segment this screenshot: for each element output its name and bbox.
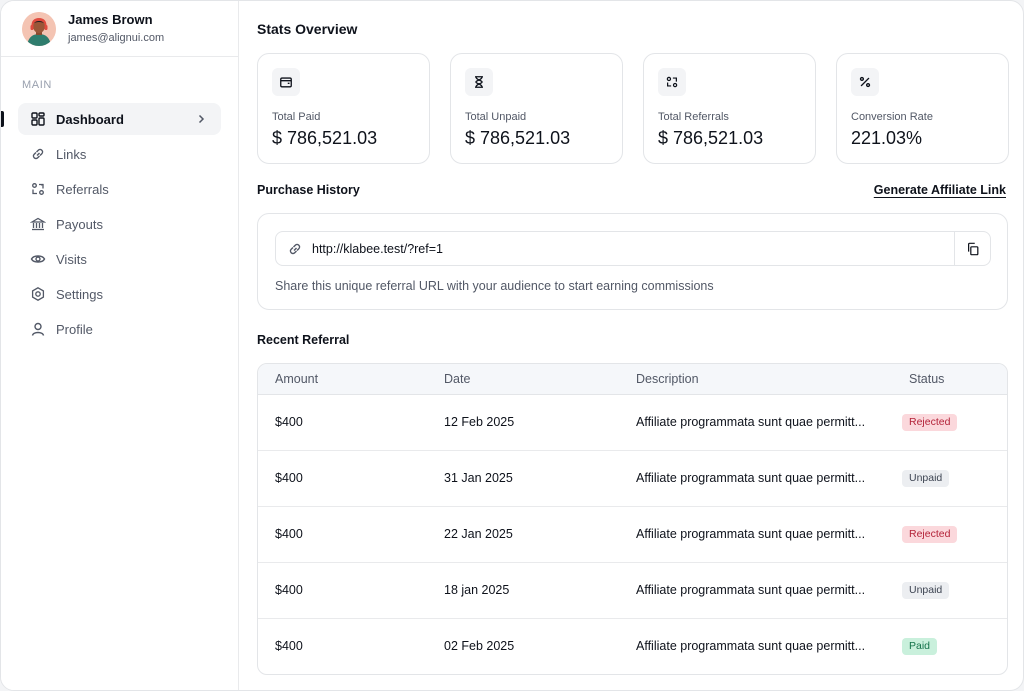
sidebar-item-links[interactable]: Links (18, 138, 221, 170)
sidebar-item-label: Referrals (56, 181, 109, 197)
referrals-icon (30, 181, 46, 197)
active-indicator (1, 111, 4, 127)
status-badge: Unpaid (902, 582, 950, 599)
sidebar-item-settings[interactable]: Settings (18, 278, 221, 310)
copy-icon (967, 242, 978, 255)
cell-description: Affiliate programmata sunt quae permitt.… (636, 415, 866, 429)
stat-value: $ 786,521.03 (658, 128, 764, 148)
user-profile[interactable]: James Brown james@alignui.com (1, 1, 238, 57)
user-name: James Brown (68, 12, 153, 27)
wallet-icon (272, 68, 300, 96)
stat-value: $ 786,521.03 (272, 128, 378, 148)
column-header-date: Date (444, 372, 471, 386)
table-header: Amount Date Description Status (258, 364, 1007, 395)
cell-description: Affiliate programmata sunt quae permitt.… (636, 583, 866, 597)
referral-help-text: Share this unique referral URL with your… (275, 279, 714, 293)
sidebar-item-label: Visits (56, 251, 87, 267)
generate-affiliate-link[interactable]: Generate Affiliate Link (873, 183, 1006, 197)
sidebar-item-label: Dashboard (56, 111, 124, 127)
avatar (22, 11, 56, 46)
stat-label: Total Referrals (658, 111, 729, 123)
stat-card-total-paid: Total Paid $ 786,521.03 (257, 53, 430, 164)
stat-value: 221.03% (851, 128, 923, 148)
hourglass-icon (465, 68, 493, 96)
cell-date: 18 jan 2025 (444, 583, 510, 597)
cell-amount: $400 (275, 583, 303, 597)
status-badge: Paid (902, 638, 938, 655)
sidebar-item-label: Settings (56, 286, 103, 302)
stat-value: $ 786,521.03 (465, 128, 571, 148)
sidebar-item-payouts[interactable]: Payouts (18, 208, 221, 240)
status-badge: Rejected (902, 526, 958, 543)
dashboard-icon (30, 111, 46, 127)
sidebar-item-profile[interactable]: Profile (18, 313, 221, 345)
column-header-amount: Amount (275, 372, 319, 386)
nav-section-label: MAIN (22, 79, 52, 91)
referral-url-field (275, 231, 991, 266)
table-row[interactable]: $400 02 Feb 2025 Affiliate programmata sun… (258, 619, 1007, 674)
user-email: james@alignui.com (68, 32, 165, 44)
cell-date: 31 Jan 2025 (444, 471, 513, 485)
column-header-description: Description (636, 372, 699, 386)
user-icon (30, 321, 46, 337)
stats-title: Stats Overview (257, 21, 358, 37)
stat-card-total-unpaid: Total Unpaid $ 786,521.03 (450, 53, 623, 164)
cell-date: 22 Jan 2025 (444, 527, 513, 541)
status-badge: Rejected (902, 414, 958, 431)
link-icon (30, 146, 46, 162)
stat-label: Total Paid (272, 111, 321, 123)
table-row[interactable]: $400 31 Jan 2025 Affiliate programmata sun… (258, 451, 1007, 507)
purchase-history-title: Purchase History (257, 183, 360, 197)
eye-icon (30, 251, 46, 267)
cell-date: 12 Feb 2025 (444, 415, 515, 429)
table-row[interactable]: $400 18 jan 2025 Affiliate programmata sun… (258, 563, 1007, 619)
sidebar-nav: Dashboard Links (1, 103, 238, 345)
cell-amount: $400 (275, 527, 303, 541)
cell-amount: $400 (275, 639, 303, 653)
copy-button[interactable] (954, 232, 990, 265)
referral-url-panel: Share this unique referral URL with your… (257, 213, 1008, 310)
referral-table: Amount Date Description Status $400 12 Fe… (257, 363, 1008, 675)
sidebar: James Brown james@alignui.com MAIN Dashb… (1, 1, 239, 690)
referrals-icon (658, 68, 686, 96)
chevron-right-icon (193, 111, 209, 127)
sidebar-item-dashboard[interactable]: Dashboard (1, 103, 221, 135)
recent-referral-title: Recent Referral (257, 333, 350, 347)
percent-icon (851, 68, 879, 96)
link-icon (287, 241, 303, 257)
referral-url-input[interactable] (312, 241, 912, 256)
bank-icon (30, 216, 46, 232)
sidebar-item-label: Profile (56, 321, 93, 337)
column-header-status: Status (909, 372, 945, 386)
cell-date: 02 Feb 2025 (444, 639, 515, 653)
sidebar-item-referrals[interactable]: Referrals (18, 173, 221, 205)
gear-icon (30, 286, 46, 302)
cell-description: Affiliate programmata sunt quae permitt.… (636, 639, 866, 653)
status-badge: Unpaid (902, 470, 950, 487)
stat-label: Total Unpaid (465, 111, 527, 123)
stat-card-total-referrals: Total Referrals $ 786,521.03 (643, 53, 816, 164)
sidebar-item-label: Links (56, 146, 87, 162)
sidebar-item-visits[interactable]: Visits (18, 243, 221, 275)
main-content: Stats Overview Total Paid $ 786,521.03 T… (239, 1, 1023, 690)
cell-amount: $400 (275, 415, 303, 429)
cell-description: Affiliate programmata sunt quae permitt.… (636, 471, 866, 485)
cell-description: Affiliate programmata sunt quae permitt.… (636, 527, 866, 541)
sidebar-item-label: Payouts (56, 216, 103, 232)
table-row[interactable]: $400 12 Feb 2025 Affiliate programmata sun… (258, 395, 1007, 451)
stat-label: Conversion Rate (851, 111, 933, 123)
stat-card-conversion-rate: Conversion Rate 221.03% (836, 53, 1009, 164)
cell-amount: $400 (275, 471, 303, 485)
table-row[interactable]: $400 22 Jan 2025 Affiliate programmata sun… (258, 507, 1007, 563)
